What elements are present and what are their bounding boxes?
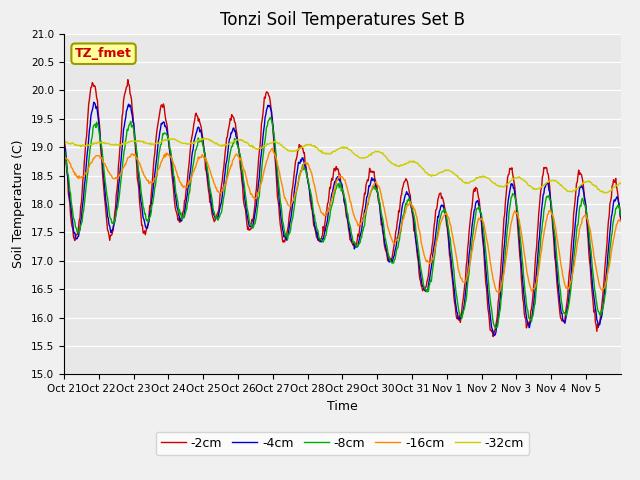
- -8cm: [492, 325, 499, 331]
- -16cm: [255, 187, 263, 193]
- -8cm: [432, 242, 440, 248]
- -2cm: [617, 217, 625, 223]
- Line: -16cm: -16cm: [64, 148, 621, 292]
- -32cm: [277, 142, 285, 148]
- -32cm: [125, 139, 133, 145]
- -32cm: [256, 145, 264, 151]
- -4cm: [401, 195, 408, 201]
- -2cm: [401, 179, 408, 185]
- -16cm: [228, 163, 236, 168]
- Line: -32cm: -32cm: [64, 138, 621, 193]
- -16cm: [617, 218, 625, 224]
- -4cm: [491, 333, 499, 338]
- Text: TZ_fmet: TZ_fmet: [75, 47, 132, 60]
- -8cm: [617, 212, 625, 218]
- -16cm: [495, 289, 502, 295]
- -2cm: [256, 143, 264, 149]
- -4cm: [277, 215, 285, 221]
- -32cm: [60, 141, 68, 146]
- -32cm: [401, 161, 408, 167]
- -2cm: [432, 207, 440, 213]
- -32cm: [200, 135, 208, 141]
- -2cm: [124, 77, 132, 83]
- -8cm: [401, 207, 408, 213]
- -32cm: [432, 172, 440, 178]
- -4cm: [256, 164, 264, 169]
- Line: -8cm: -8cm: [64, 118, 621, 328]
- -16cm: [277, 178, 285, 184]
- X-axis label: Time: Time: [327, 400, 358, 413]
- -2cm: [60, 135, 68, 141]
- -16cm: [401, 211, 408, 217]
- -2cm: [228, 114, 236, 120]
- -32cm: [617, 180, 625, 186]
- -8cm: [125, 121, 133, 127]
- -4cm: [60, 141, 68, 146]
- -16cm: [60, 154, 68, 159]
- -8cm: [277, 203, 285, 208]
- -4cm: [228, 128, 236, 134]
- -32cm: [600, 190, 608, 196]
- -8cm: [266, 115, 274, 120]
- -8cm: [255, 193, 263, 199]
- Line: -2cm: -2cm: [64, 80, 621, 336]
- -8cm: [60, 147, 68, 153]
- Title: Tonzi Soil Temperatures Set B: Tonzi Soil Temperatures Set B: [220, 11, 465, 29]
- -2cm: [277, 227, 285, 232]
- -8cm: [228, 144, 236, 149]
- -4cm: [432, 232, 440, 238]
- Line: -4cm: -4cm: [64, 102, 621, 336]
- -2cm: [489, 334, 497, 339]
- -4cm: [126, 102, 134, 108]
- -32cm: [228, 140, 236, 145]
- -16cm: [125, 154, 133, 160]
- Y-axis label: Soil Temperature (C): Soil Temperature (C): [12, 140, 26, 268]
- -2cm: [126, 91, 134, 96]
- -4cm: [90, 99, 98, 105]
- Legend: -2cm, -4cm, -8cm, -16cm, -32cm: -2cm, -4cm, -8cm, -16cm, -32cm: [156, 432, 529, 455]
- -16cm: [432, 243, 440, 249]
- -4cm: [617, 214, 625, 220]
- -16cm: [269, 145, 276, 151]
